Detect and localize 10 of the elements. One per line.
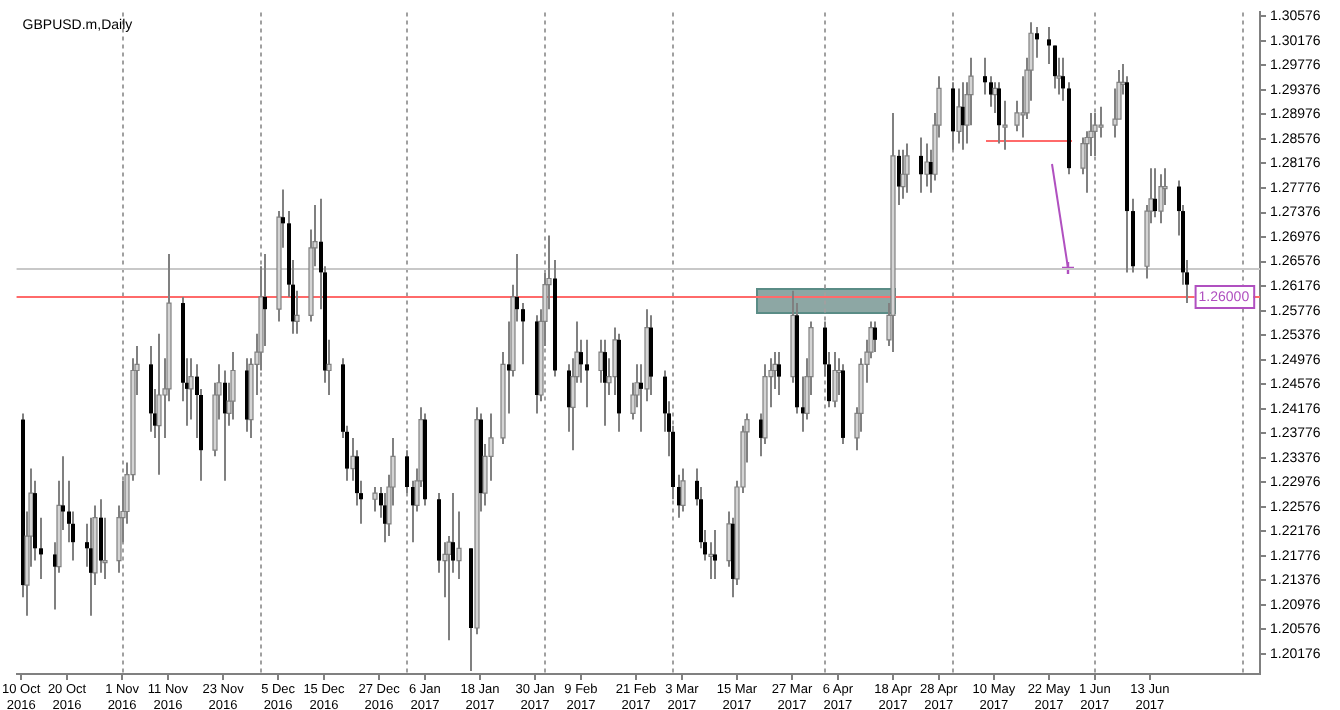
- candlestick: [713, 528, 717, 580]
- candlestick: [603, 338, 607, 427]
- candlestick: [951, 81, 955, 151]
- candlestick: [919, 136, 923, 194]
- candlestick: [873, 320, 877, 354]
- candlestick: [649, 314, 653, 397]
- candlestick: [585, 338, 589, 409]
- candlestick: [99, 498, 103, 574]
- candlestick: [997, 81, 1001, 145]
- candlestick: [1153, 167, 1157, 219]
